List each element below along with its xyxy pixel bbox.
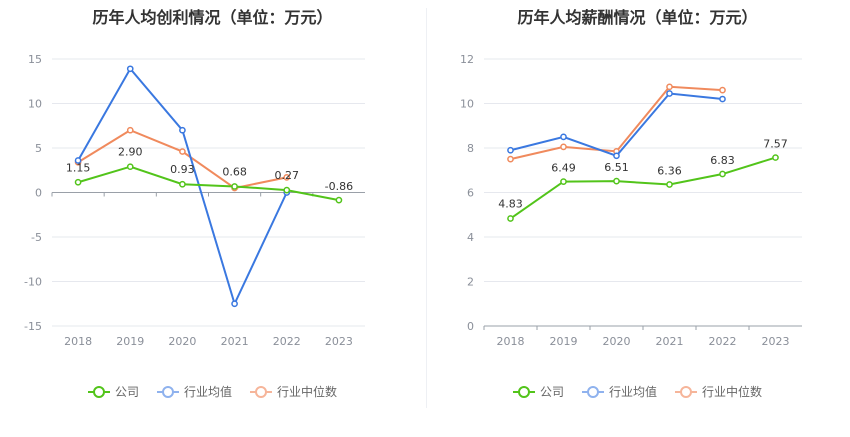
y-tick-label: -10 <box>24 276 42 289</box>
series-line-company <box>509 156 776 220</box>
data-point-industry-avg <box>231 300 238 308</box>
data-label: 4.83 <box>498 198 523 211</box>
data-point-industry-median <box>283 174 291 181</box>
chart-legend: 公司 行业均值 行业中位数 <box>0 383 425 400</box>
x-tick-label: 2018 <box>64 335 92 348</box>
legend-item-industry-median[interactable]: 行业中位数 <box>250 383 337 400</box>
x-tick-label: 2023 <box>325 335 353 348</box>
data-point-industry-avg <box>126 65 134 73</box>
data-point-industry-median <box>666 83 673 91</box>
series-line-company <box>77 165 340 202</box>
y-tick-label: 10 <box>460 98 474 111</box>
x-tick-label: 2020 <box>168 335 196 348</box>
legend-item-industry-avg[interactable]: 行业均值 <box>156 383 232 400</box>
profit-per-capita-chart: 历年人均创利情况（单位：万元） 15 10 5 0 -5 -10 -15 2018 2019 20… <box>0 8 425 400</box>
x-tick-label: 2023 <box>762 335 790 348</box>
x-tick-label: 2022 <box>273 335 301 348</box>
data-label: 6.36 <box>657 164 682 177</box>
legend-industry-median-label: 行业中位数 <box>702 385 763 399</box>
y-tick-label: -15 <box>24 320 42 333</box>
legend-industry-avg-label: 行业均值 <box>608 385 657 399</box>
data-point-industry-avg <box>179 126 186 134</box>
y-tick-label: 0 <box>467 320 474 333</box>
legend-industry-median-swatch <box>675 385 697 398</box>
y-tick-label: 12 <box>460 53 474 66</box>
data-point-industry-median <box>126 126 134 134</box>
x-tick-label: 2021 <box>221 335 249 348</box>
data-point-industry-median <box>179 148 186 155</box>
panel-divider <box>426 8 427 408</box>
data-point-company <box>772 154 779 161</box>
legend-industry-median-label: 行业中位数 <box>277 385 338 399</box>
y-tick-label: 15 <box>28 53 42 66</box>
y-tick-label: 6 <box>467 187 474 200</box>
legend-item-industry-median[interactable]: 行业中位数 <box>675 383 762 400</box>
data-point-industry-avg <box>719 95 726 103</box>
legend-industry-avg-swatch <box>156 385 179 398</box>
data-label: 7.57 <box>763 138 788 151</box>
legend-company-label: 公司 <box>114 385 139 399</box>
y-tick-label: -5 <box>31 231 42 244</box>
chart-title: 历年人均薪酬情况（单位：万元） <box>517 8 758 27</box>
x-tick-label: 2018 <box>497 335 525 348</box>
data-point-company <box>560 178 567 185</box>
data-point-company <box>335 196 343 204</box>
y-tick-label: 4 <box>467 231 474 244</box>
data-point-industry-avg <box>613 152 620 160</box>
y-tick-label: 2 <box>467 276 474 289</box>
data-point-company <box>666 181 673 188</box>
data-point-company <box>507 215 514 222</box>
legend-item-company[interactable]: 公司 <box>512 383 564 400</box>
legend-company-swatch <box>87 385 110 398</box>
legend-industry-avg-swatch <box>581 385 604 398</box>
data-label: 6.83 <box>710 154 735 167</box>
data-point-industry-avg <box>560 133 567 141</box>
data-label: 2.90 <box>118 146 143 159</box>
chart-legend: 公司 行业均值 行业中位数 <box>425 383 850 400</box>
x-tick-label: 2020 <box>603 335 631 348</box>
data-label: 0.68 <box>222 165 247 178</box>
data-point-company <box>719 170 726 178</box>
legend-company-swatch <box>512 385 535 398</box>
legend-company-label: 公司 <box>539 385 564 399</box>
data-point-industry-median <box>719 86 726 94</box>
data-point-company <box>74 178 82 186</box>
x-tick-label: 2019 <box>116 335 144 348</box>
data-point-company <box>179 180 186 188</box>
y-tick-label: 5 <box>35 142 42 155</box>
data-label: -0.86 <box>325 180 353 193</box>
x-tick-label: 2022 <box>709 335 737 348</box>
y-tick-label: 0 <box>35 187 42 200</box>
data-label: 6.51 <box>604 161 629 174</box>
data-point-company <box>613 177 620 185</box>
data-point-industry-median <box>560 143 567 151</box>
y-tick-label: 10 <box>28 98 42 111</box>
series-line-industry-median <box>77 129 287 190</box>
legend-industry-median-swatch <box>250 385 272 398</box>
data-label: 1.15 <box>66 161 91 174</box>
data-label: 0.93 <box>170 163 195 176</box>
y-tick-label: 8 <box>467 142 474 155</box>
series-line-industry-avg <box>510 92 723 157</box>
x-tick-label: 2019 <box>550 335 578 348</box>
data-point-industry-avg <box>507 146 514 154</box>
chart-title: 历年人均创利情况（单位：万元） <box>92 8 333 27</box>
data-point-industry-avg <box>74 157 82 164</box>
data-point-company <box>231 183 238 190</box>
data-point-company <box>283 186 291 194</box>
legend-item-company[interactable]: 公司 <box>87 383 139 400</box>
legend-item-industry-avg[interactable]: 行业均值 <box>581 383 657 400</box>
salary-per-capita-chart: 历年人均薪酬情况（单位：万元） 12 10 8 6 4 2 0 2018 2019 2020 202… <box>425 0 850 437</box>
data-label: 6.49 <box>551 162 576 175</box>
x-tick-label: 2021 <box>656 335 684 348</box>
data-point-company <box>126 163 134 171</box>
data-label: 0.27 <box>275 169 300 182</box>
data-point-industry-avg <box>666 90 673 97</box>
profit-chart-plot: 15 10 5 0 -5 -10 -15 2018 2019 2020 2021 2022 2023 1.… <box>24 53 365 348</box>
legend-industry-avg-label: 行业均值 <box>183 385 232 399</box>
salary-chart-plot: 12 10 8 6 4 2 0 2018 2019 2020 2021 2022 2023 4.83 6.4… <box>460 53 802 348</box>
data-point-industry-median <box>507 155 514 163</box>
